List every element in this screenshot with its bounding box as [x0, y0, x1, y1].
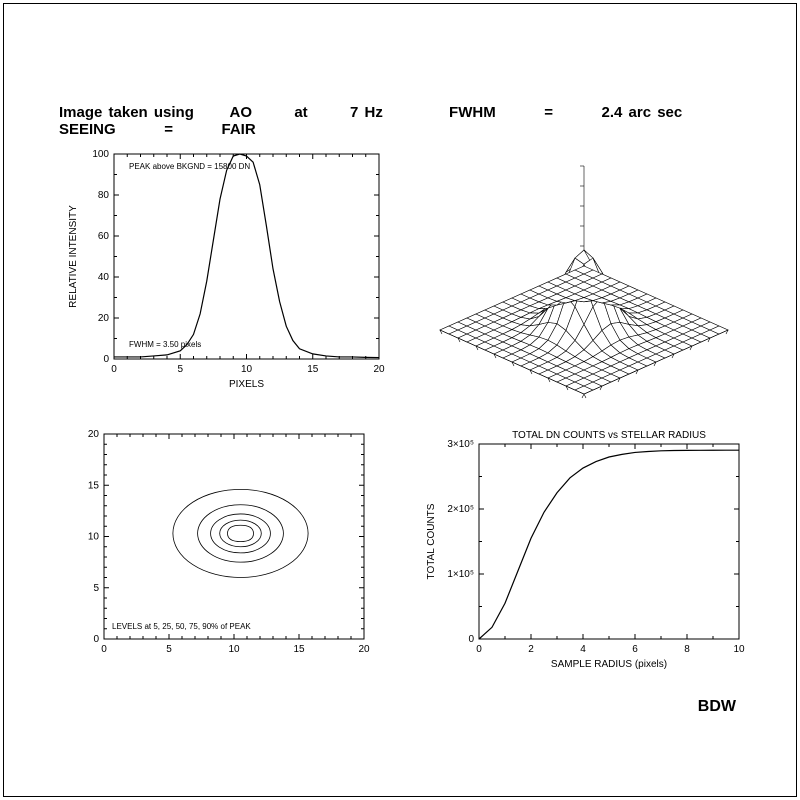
svg-text:0: 0 [103, 354, 109, 365]
hdr-fwhm-val: 2.4 arc sec [602, 104, 683, 121]
svg-text:10: 10 [241, 364, 253, 375]
panel-growth-curve: TOTAL DN COUNTS vs STELLAR RADIUS 0 2 4 6 8 10… [419, 424, 749, 674]
svg-text:2: 2 [528, 644, 534, 655]
svg-text:TOTAL COUNTS: TOTAL COUNTS [426, 503, 437, 579]
svg-text:20: 20 [358, 644, 370, 655]
svg-text:PIXELS: PIXELS [229, 379, 264, 390]
svg-text:80: 80 [98, 190, 110, 201]
svg-text:4: 4 [580, 644, 586, 655]
svg-text:5: 5 [93, 583, 99, 594]
panel-contour: 0 5 10 15 20 0 5 10 15 20 LEVELS at 5, 25, 50, 75,… [59, 424, 389, 674]
svg-text:0: 0 [93, 634, 99, 645]
svg-text:15: 15 [307, 364, 319, 375]
hdr-mode-val: AO [230, 104, 253, 121]
svg-text:40: 40 [98, 272, 110, 283]
signature: BDW [698, 698, 736, 716]
svg-text:20: 20 [373, 364, 385, 375]
svg-text:0: 0 [476, 644, 482, 655]
svg-text:10: 10 [228, 644, 240, 655]
svg-text:SAMPLE RADIUS (pixels): SAMPLE RADIUS (pixels) [551, 659, 667, 670]
svg-text:2×10⁵: 2×10⁵ [447, 504, 474, 515]
hdr-rate: 7 Hz [350, 104, 383, 121]
header-line: Image taken using AO at 7 Hz FWHM = 2.4 … [4, 104, 796, 138]
svg-text:10: 10 [88, 532, 100, 543]
hdr-mode: AO at 7 Hz [230, 104, 420, 121]
hdr-fwhm-lbl: FWHM [449, 104, 496, 121]
svg-text:3×10⁵: 3×10⁵ [447, 439, 474, 450]
hdr-eq2: = [164, 121, 173, 138]
panel-grid: 05101520020406080100PIXELSRELATIVE INTEN… [59, 144, 749, 674]
panel-surface3d [419, 144, 749, 394]
svg-text:TOTAL DN COUNTS vs STELLAR RAD: TOTAL DN COUNTS vs STELLAR RADIUS [512, 430, 706, 441]
svg-text:1×10⁵: 1×10⁵ [447, 569, 474, 580]
svg-text:100: 100 [92, 149, 109, 160]
hdr-seeing: SEEING = FAIR [59, 121, 286, 138]
svg-text:20: 20 [98, 313, 110, 324]
panel-profile: 0 5 10 15 20 0 20 40 60 80 100 PIXELS RELATIVE INTEN… [59, 144, 389, 394]
svg-text:0: 0 [101, 644, 107, 655]
svg-text:FWHM = 3.50 pixels: FWHM = 3.50 pixels [129, 340, 201, 349]
svg-text:15: 15 [293, 644, 305, 655]
svg-text:15: 15 [88, 480, 100, 491]
content-frame: Image taken using AO at 7 Hz FWHM = 2.4 … [3, 3, 797, 797]
svg-text:20: 20 [88, 429, 100, 440]
hdr-prefix: Image taken using [59, 104, 194, 121]
hdr-eq1: = [544, 104, 553, 121]
hdr-at: at [294, 104, 307, 121]
svg-text:5: 5 [177, 364, 183, 375]
svg-text:60: 60 [98, 231, 110, 242]
hdr-fwhm: FWHM = 2.4 arc sec [449, 104, 712, 121]
svg-text:RELATIVE INTENSITY: RELATIVE INTENSITY [68, 205, 79, 308]
svg-text:10: 10 [733, 644, 745, 655]
svg-text:0: 0 [111, 364, 117, 375]
svg-text:0: 0 [468, 634, 474, 645]
svg-text:PEAK above BKGND = 15800 DN: PEAK above BKGND = 15800 DN [129, 162, 250, 171]
hdr-seeing-lbl: SEEING [59, 121, 116, 138]
svg-text:6: 6 [632, 644, 638, 655]
svg-text:LEVELS at 5, 25, 50, 75, 90% o: LEVELS at 5, 25, 50, 75, 90% of PEAK [112, 622, 251, 631]
hdr-seeing-val: FAIR [221, 121, 255, 138]
svg-text:8: 8 [684, 644, 690, 655]
svg-text:5: 5 [166, 644, 172, 655]
